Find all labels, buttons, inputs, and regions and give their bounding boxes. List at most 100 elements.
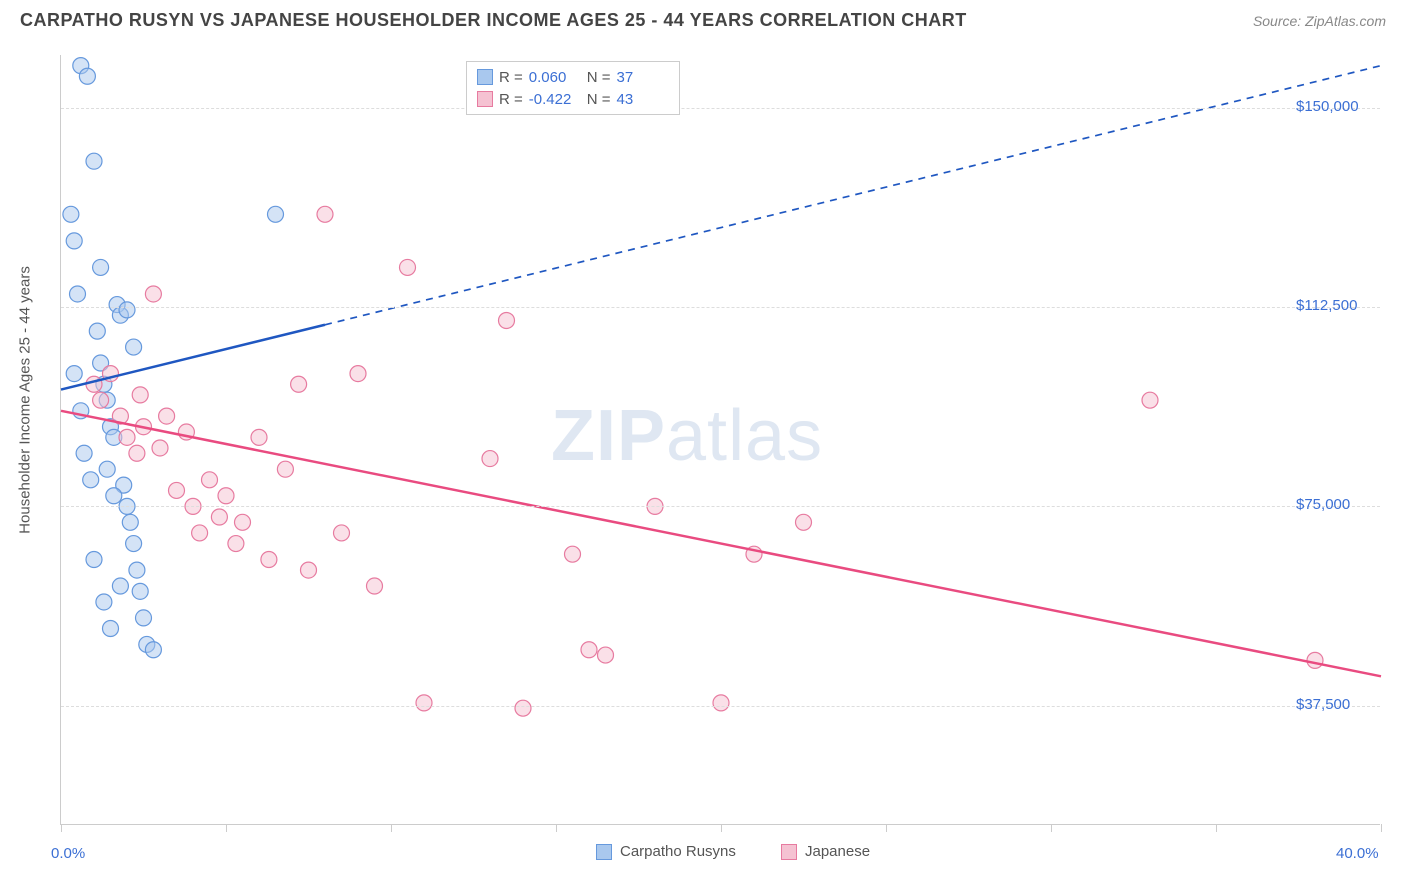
data-point-carpatho bbox=[86, 551, 102, 567]
data-point-japanese bbox=[159, 408, 175, 424]
data-point-carpatho bbox=[119, 302, 135, 318]
data-point-japanese bbox=[367, 578, 383, 594]
data-point-carpatho bbox=[76, 445, 92, 461]
data-point-carpatho bbox=[145, 642, 161, 658]
data-point-japanese bbox=[235, 514, 251, 530]
legend-n-label: N = bbox=[587, 69, 611, 86]
data-point-japanese bbox=[350, 366, 366, 382]
series-legend-japanese: Japanese bbox=[781, 843, 870, 860]
grid-line bbox=[61, 307, 1380, 308]
data-point-japanese bbox=[228, 536, 244, 552]
trend-line-japanese bbox=[61, 411, 1381, 677]
data-point-carpatho bbox=[70, 286, 86, 302]
chart-header: CARPATHO RUSYN VS JAPANESE HOUSEHOLDER I… bbox=[0, 0, 1406, 36]
data-point-carpatho bbox=[112, 578, 128, 594]
data-point-carpatho bbox=[268, 206, 284, 222]
data-point-japanese bbox=[317, 206, 333, 222]
legend-swatch-japanese bbox=[477, 91, 493, 107]
data-point-carpatho bbox=[132, 583, 148, 599]
data-point-japanese bbox=[218, 488, 234, 504]
series-swatch-japanese bbox=[781, 844, 797, 860]
legend-swatch-carpatho bbox=[477, 69, 493, 85]
data-point-carpatho bbox=[106, 488, 122, 504]
data-point-carpatho bbox=[89, 323, 105, 339]
data-point-japanese bbox=[152, 440, 168, 456]
data-point-japanese bbox=[1307, 652, 1323, 668]
data-point-japanese bbox=[499, 313, 515, 329]
data-point-japanese bbox=[400, 259, 416, 275]
series-label: Carpatho Rusyns bbox=[620, 843, 736, 860]
chart-source: Source: ZipAtlas.com bbox=[1253, 13, 1386, 29]
data-point-carpatho bbox=[63, 206, 79, 222]
data-point-japanese bbox=[211, 509, 227, 525]
series-legend-carpatho: Carpatho Rusyns bbox=[596, 843, 736, 860]
data-point-japanese bbox=[169, 482, 185, 498]
y-tick-label: $75,000 bbox=[1296, 496, 1350, 513]
x-tick bbox=[886, 824, 887, 832]
scatter-svg bbox=[61, 55, 1380, 824]
x-min-label: 0.0% bbox=[51, 845, 85, 862]
data-point-japanese bbox=[277, 461, 293, 477]
data-point-carpatho bbox=[122, 514, 138, 530]
data-point-carpatho bbox=[136, 610, 152, 626]
data-point-japanese bbox=[416, 695, 432, 711]
x-tick bbox=[721, 824, 722, 832]
grid-line bbox=[61, 506, 1380, 507]
data-point-japanese bbox=[301, 562, 317, 578]
x-tick bbox=[61, 824, 62, 832]
chart-plot-area: ZIPatlas $37,500$75,000$112,500$150,0000… bbox=[60, 55, 1380, 825]
chart-title: CARPATHO RUSYN VS JAPANESE HOUSEHOLDER I… bbox=[20, 10, 967, 31]
data-point-japanese bbox=[598, 647, 614, 663]
data-point-carpatho bbox=[103, 621, 119, 637]
data-point-japanese bbox=[93, 392, 109, 408]
data-point-japanese bbox=[334, 525, 350, 541]
data-point-japanese bbox=[713, 695, 729, 711]
data-point-japanese bbox=[251, 429, 267, 445]
data-point-carpatho bbox=[66, 233, 82, 249]
x-tick bbox=[1381, 824, 1382, 832]
data-point-japanese bbox=[482, 451, 498, 467]
data-point-carpatho bbox=[99, 461, 115, 477]
x-max-label: 40.0% bbox=[1336, 845, 1379, 862]
data-point-japanese bbox=[202, 472, 218, 488]
data-point-japanese bbox=[1142, 392, 1158, 408]
correlation-legend: R = 0.060 N = 37 R = -0.422 N = 43 bbox=[466, 61, 680, 115]
legend-row-carpatho: R = 0.060 N = 37 bbox=[477, 66, 669, 88]
legend-r-label: R = bbox=[499, 69, 523, 86]
legend-r-value: 0.060 bbox=[529, 69, 581, 86]
legend-n-label: N = bbox=[587, 91, 611, 108]
data-point-japanese bbox=[86, 376, 102, 392]
data-point-carpatho bbox=[93, 259, 109, 275]
data-point-carpatho bbox=[96, 594, 112, 610]
grid-line bbox=[61, 108, 1380, 109]
legend-r-label: R = bbox=[499, 91, 523, 108]
data-point-japanese bbox=[581, 642, 597, 658]
data-point-carpatho bbox=[126, 536, 142, 552]
data-point-japanese bbox=[145, 286, 161, 302]
x-tick bbox=[1216, 824, 1217, 832]
y-axis-label: Householder Income Ages 25 - 44 years bbox=[17, 266, 34, 534]
data-point-japanese bbox=[261, 551, 277, 567]
legend-n-value: 37 bbox=[617, 69, 669, 86]
x-tick bbox=[391, 824, 392, 832]
data-point-carpatho bbox=[66, 366, 82, 382]
y-tick-label: $112,500 bbox=[1296, 297, 1357, 314]
data-point-japanese bbox=[796, 514, 812, 530]
data-point-carpatho bbox=[83, 472, 99, 488]
legend-r-value: -0.422 bbox=[529, 91, 581, 108]
grid-line bbox=[61, 706, 1380, 707]
y-tick-label: $37,500 bbox=[1296, 696, 1350, 713]
data-point-japanese bbox=[119, 429, 135, 445]
x-tick bbox=[226, 824, 227, 832]
data-point-carpatho bbox=[126, 339, 142, 355]
y-tick-label: $150,000 bbox=[1296, 98, 1359, 115]
legend-n-value: 43 bbox=[617, 91, 669, 108]
data-point-japanese bbox=[515, 700, 531, 716]
series-swatch-carpatho bbox=[596, 844, 612, 860]
x-tick bbox=[556, 824, 557, 832]
data-point-carpatho bbox=[129, 562, 145, 578]
data-point-japanese bbox=[192, 525, 208, 541]
data-point-carpatho bbox=[79, 68, 95, 84]
x-tick bbox=[1051, 824, 1052, 832]
legend-row-japanese: R = -0.422 N = 43 bbox=[477, 88, 669, 110]
